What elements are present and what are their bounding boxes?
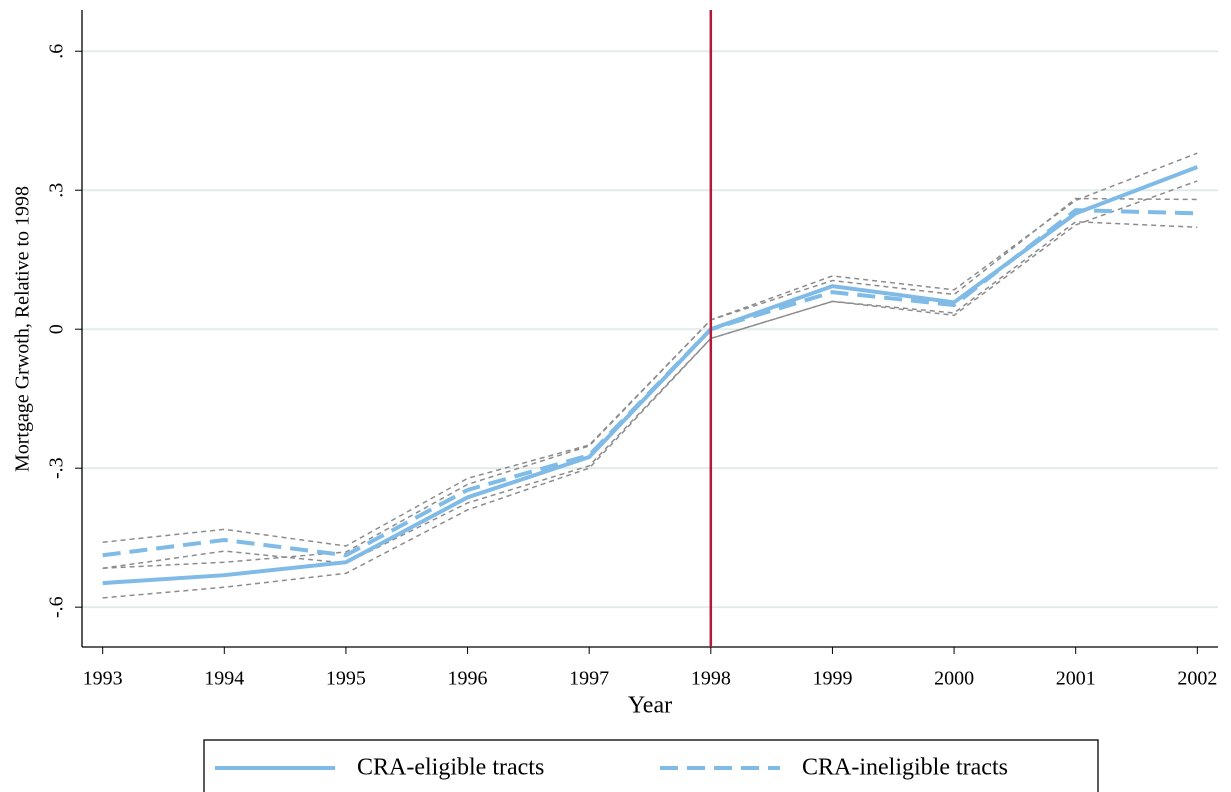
confidence-bound (102, 197, 1198, 547)
confidence-bound (102, 152, 1198, 569)
x-tick-label: 1994 (204, 668, 244, 690)
legend-label: CRA-eligible tracts (357, 755, 544, 781)
y-tick-label: .6 (46, 44, 68, 59)
x-tick-label: 1999 (812, 668, 852, 690)
confidence-bound (102, 180, 1198, 599)
x-tick-label: 2001 (1056, 668, 1096, 690)
y-tick-label: 0 (46, 324, 68, 334)
x-tick-label: 1997 (569, 668, 609, 690)
series-line (102, 165, 1199, 586)
x-tick-label: 1993 (83, 668, 123, 690)
y-tick-label: -.6 (46, 596, 68, 618)
x-tick-label: 2000 (934, 668, 974, 690)
x-tick-label: 1995 (326, 668, 366, 690)
legend-label: CRA-ineligible tracts (802, 755, 1008, 781)
x-tick-label: 1996 (448, 668, 488, 690)
y-tick-label: -.3 (46, 457, 68, 479)
x-axis-label: Year (628, 693, 672, 719)
y-tick-label: .3 (46, 183, 68, 198)
confidence-bound (102, 220, 1198, 569)
legend-box (203, 739, 1099, 792)
y-axis-label: Mortgage Grwoth, Relative to 1998 (12, 186, 34, 472)
x-tick-label: 2002 (1177, 668, 1217, 690)
series-line (102, 208, 1198, 558)
x-tick-label: 1998 (691, 668, 731, 690)
